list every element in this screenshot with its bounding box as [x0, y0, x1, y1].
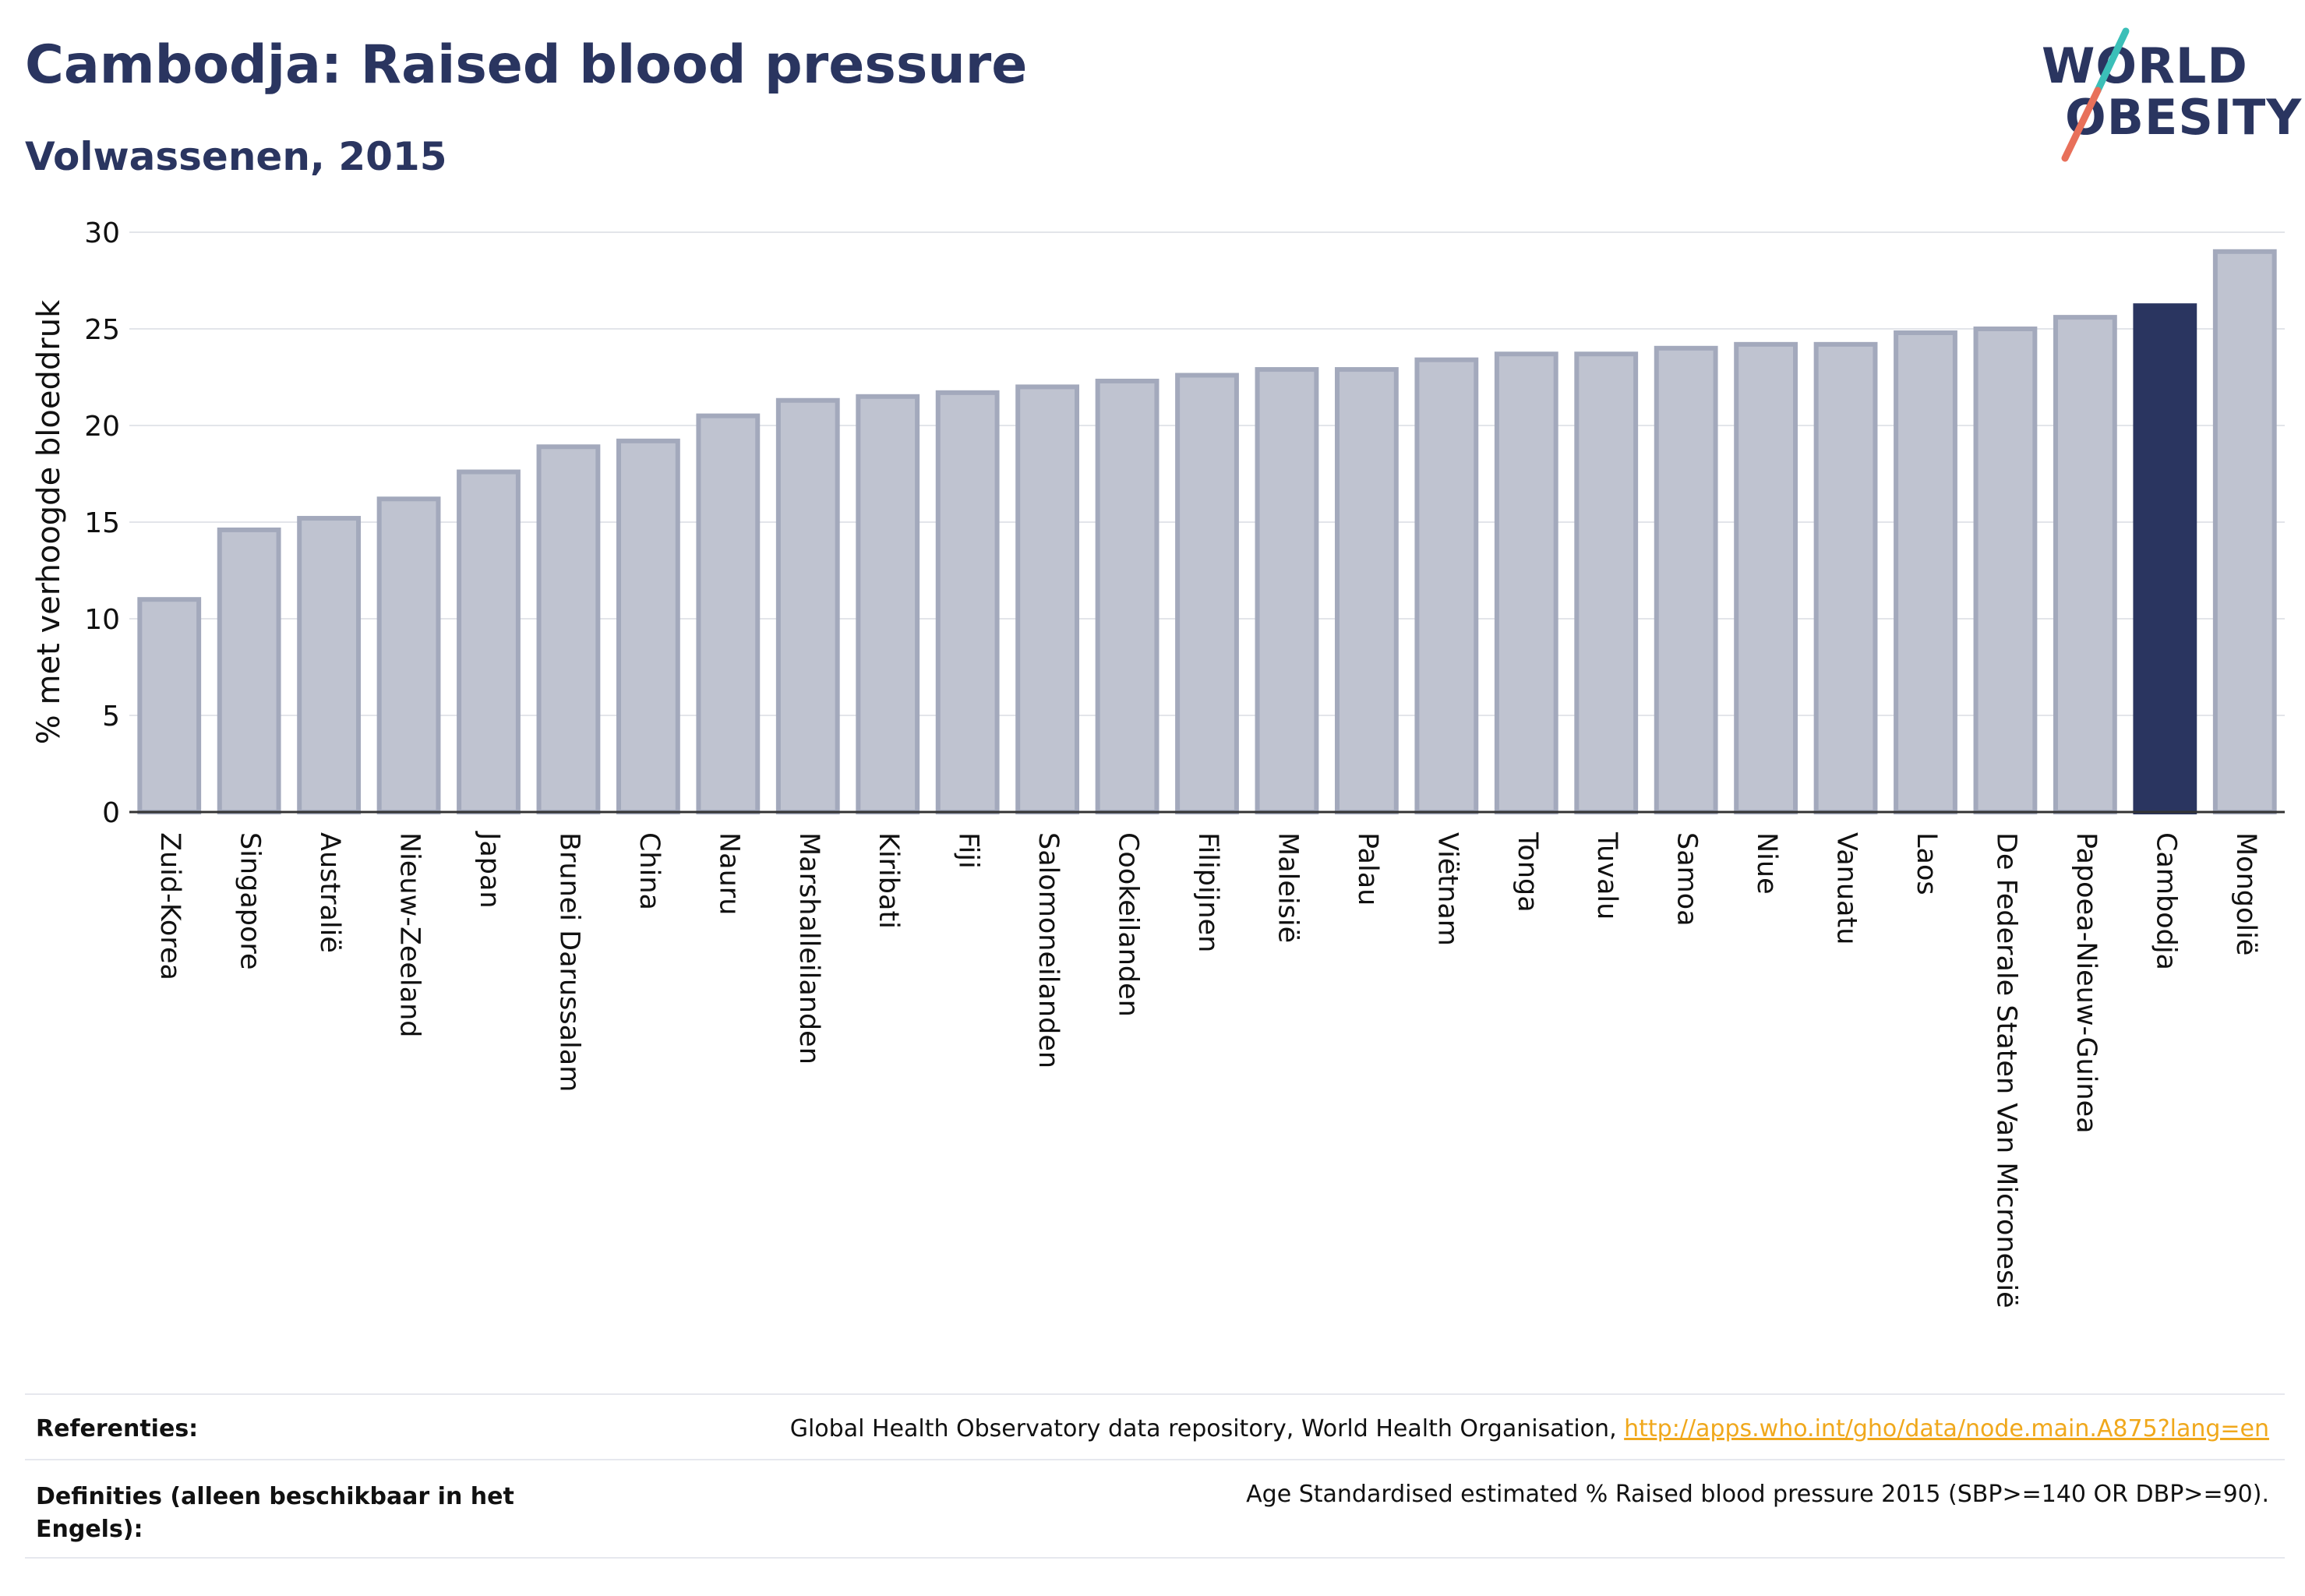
references-label: Referenties:	[36, 1415, 199, 1442]
x-tick-label: Singapore	[235, 832, 266, 970]
x-tick-labels: Zuid-Korea Singapore Australië Nieuw-Zeelan…	[154, 831, 2261, 1308]
bar	[1813, 341, 1878, 814]
bar	[1414, 357, 1479, 814]
bar	[1734, 341, 1798, 814]
bar	[935, 390, 1000, 814]
x-tick-label: Laos	[1911, 832, 1942, 895]
x-tick-label: Marshalleilanden	[793, 832, 824, 1065]
chart-subtitle: Volwassenen, 2015	[25, 134, 447, 179]
bar	[1973, 327, 2038, 814]
x-tick-label: Fiji	[953, 832, 984, 869]
bar	[2133, 303, 2197, 815]
x-tick-label: Filipijnen	[1192, 832, 1223, 952]
x-tick-label: Vanuatu	[1831, 832, 1862, 945]
bar	[696, 413, 761, 814]
bar	[457, 469, 521, 814]
definitions-label-line2: Engels):	[36, 1516, 143, 1543]
y-tick-label: 25	[84, 314, 120, 346]
footer-divider-bottom	[25, 1557, 2285, 1559]
logo-slash-icon	[2061, 27, 2130, 162]
x-tick-label: Brunei Darussalam	[553, 832, 584, 1092]
bar-chart: 0 5 10 15 20 25 30 Zuid-Korea Singapore Australi…	[31, 217, 2285, 1308]
x-tick-label: Cambodja	[2150, 832, 2181, 970]
y-tick-labels: 0 5 10 15 20 25 30	[84, 217, 120, 829]
bar	[376, 496, 441, 814]
definitions-value: Age Standardised estimated % Raised bloo…	[1246, 1481, 2269, 1508]
y-tick-label: 10	[84, 604, 120, 636]
x-tick-label: Samoa	[1671, 832, 1703, 927]
bar	[1015, 384, 1080, 814]
references-text: Global Health Observatory data repositor…	[789, 1415, 1625, 1442]
x-tick-label: Nieuw-Zeeland	[394, 832, 425, 1038]
bar	[1494, 351, 1558, 815]
logo-line1: WORLD	[2042, 37, 2248, 94]
x-tick-label: Tonga	[1512, 832, 1543, 913]
x-tick-label: Nauru	[713, 832, 744, 915]
x-tick-label: Cookeilanden	[1113, 832, 1144, 1017]
y-tick-label: 15	[84, 507, 120, 539]
chart-title: Cambodja: Raised blood pressure	[25, 34, 1028, 96]
x-tick-label: Maleisië	[1272, 832, 1303, 943]
bar	[2212, 249, 2277, 815]
footer-divider-top	[25, 1393, 2285, 1395]
x-tick-label: Mongolië	[2230, 832, 2261, 955]
bar	[1574, 351, 1639, 815]
y-tick-label: 5	[102, 701, 120, 733]
bar	[1255, 367, 1319, 814]
bar	[137, 597, 202, 814]
bar	[1175, 373, 1239, 814]
bar	[1894, 330, 1957, 814]
x-tick-label: De Federale Staten Van Micronesië	[1990, 832, 2021, 1308]
definitions-label-line1: Definities (alleen beschikbaar in het	[36, 1483, 514, 1510]
bar	[1095, 378, 1160, 814]
y-tick-label: 0	[102, 797, 120, 829]
bar	[775, 397, 840, 814]
x-tick-label: China	[634, 832, 665, 910]
x-tick-label: Palau	[1352, 832, 1383, 906]
bar	[1334, 367, 1399, 814]
bar	[536, 444, 601, 814]
y-axis-label: % met verhoogde bloeddruk	[31, 299, 67, 744]
bar	[1654, 345, 1718, 815]
logo-line2: OBESITY	[2065, 89, 2303, 146]
definitions-label: Definities (alleen beschikbaar in het Eng…	[36, 1481, 514, 1546]
x-tick-label: Papoea-Nieuw-Guinea	[2070, 832, 2102, 1134]
references-value: Global Health Observatory data repositor…	[790, 1415, 2269, 1442]
footer-divider-middle	[25, 1459, 2285, 1460]
x-tick-label: Salomoneilanden	[1032, 832, 1064, 1068]
bars	[137, 249, 2277, 815]
bar	[616, 438, 680, 814]
y-tick-label: 30	[84, 217, 120, 249]
bar	[2053, 315, 2117, 814]
x-tick-label: Zuid-Korea	[154, 832, 185, 980]
world-obesity-logo: WORLD OBESITY	[2026, 22, 2301, 162]
bar	[217, 527, 281, 814]
x-tick-label: Niue	[1751, 832, 1782, 895]
bar	[856, 394, 920, 814]
x-tick-label: Viëtnam	[1431, 832, 1463, 946]
x-tick-label: Japan	[474, 831, 505, 909]
x-tick-label: Tuvalu	[1591, 832, 1622, 920]
x-tick-label: Kiribati	[873, 832, 904, 929]
y-tick-label: 20	[84, 411, 120, 443]
bar	[297, 516, 362, 814]
x-tick-label: Australië	[314, 832, 345, 953]
references-link[interactable]: http://apps.who.int/gho/data/node.main.A…	[1624, 1415, 2269, 1442]
